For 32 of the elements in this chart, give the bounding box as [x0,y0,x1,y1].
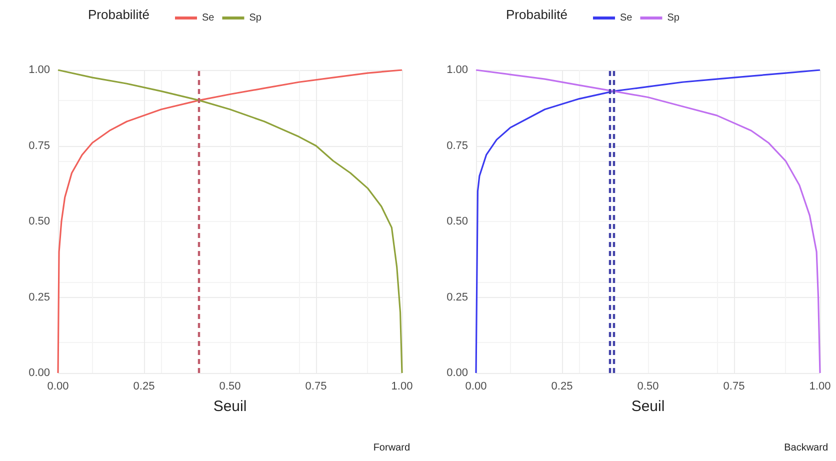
line-series [475,69,821,374]
x-tick-label: 0.25 [551,380,573,392]
x-tick-label: 0.75 [305,380,327,392]
x-axis-title: Seuil [213,398,247,415]
legend-title: Probabilité [88,7,150,22]
y-tick-label: 0.00 [446,367,468,379]
x-tick-label: 0.75 [723,380,745,392]
y-tick-label: 0.25 [28,291,50,304]
text: Backward [784,442,828,454]
x-tick-label: 1.00 [391,380,413,392]
legend-label: Sp [249,12,262,24]
y-tick-label: 0.75 [28,140,50,152]
text: Forward [373,442,410,454]
y-tick-label: 0.50 [28,216,50,228]
x-tick-label: 0.00 [47,380,69,392]
legend-label: Se [620,12,633,24]
x-tick-label: 0.50 [637,380,659,392]
legend-title: Probabilité [506,7,568,22]
x-tick-label: 0.50 [219,380,241,392]
x-tick-label: 0.00 [465,380,487,392]
x-tick-label: 1.00 [809,380,831,392]
y-tick-label: 0.25 [446,291,468,304]
legend-label: Se [202,12,215,24]
legend-label: Sp [667,12,680,24]
y-tick-label: 1.00 [28,64,50,76]
y-tick-label: 1.00 [446,64,468,76]
y-tick-label: 0.75 [446,140,468,152]
line-series [57,69,403,374]
x-tick-label: 0.25 [133,380,155,392]
y-tick-label: 0.00 [28,367,50,379]
x-axis-title: Seuil [631,398,665,415]
y-tick-label: 0.50 [446,216,468,228]
